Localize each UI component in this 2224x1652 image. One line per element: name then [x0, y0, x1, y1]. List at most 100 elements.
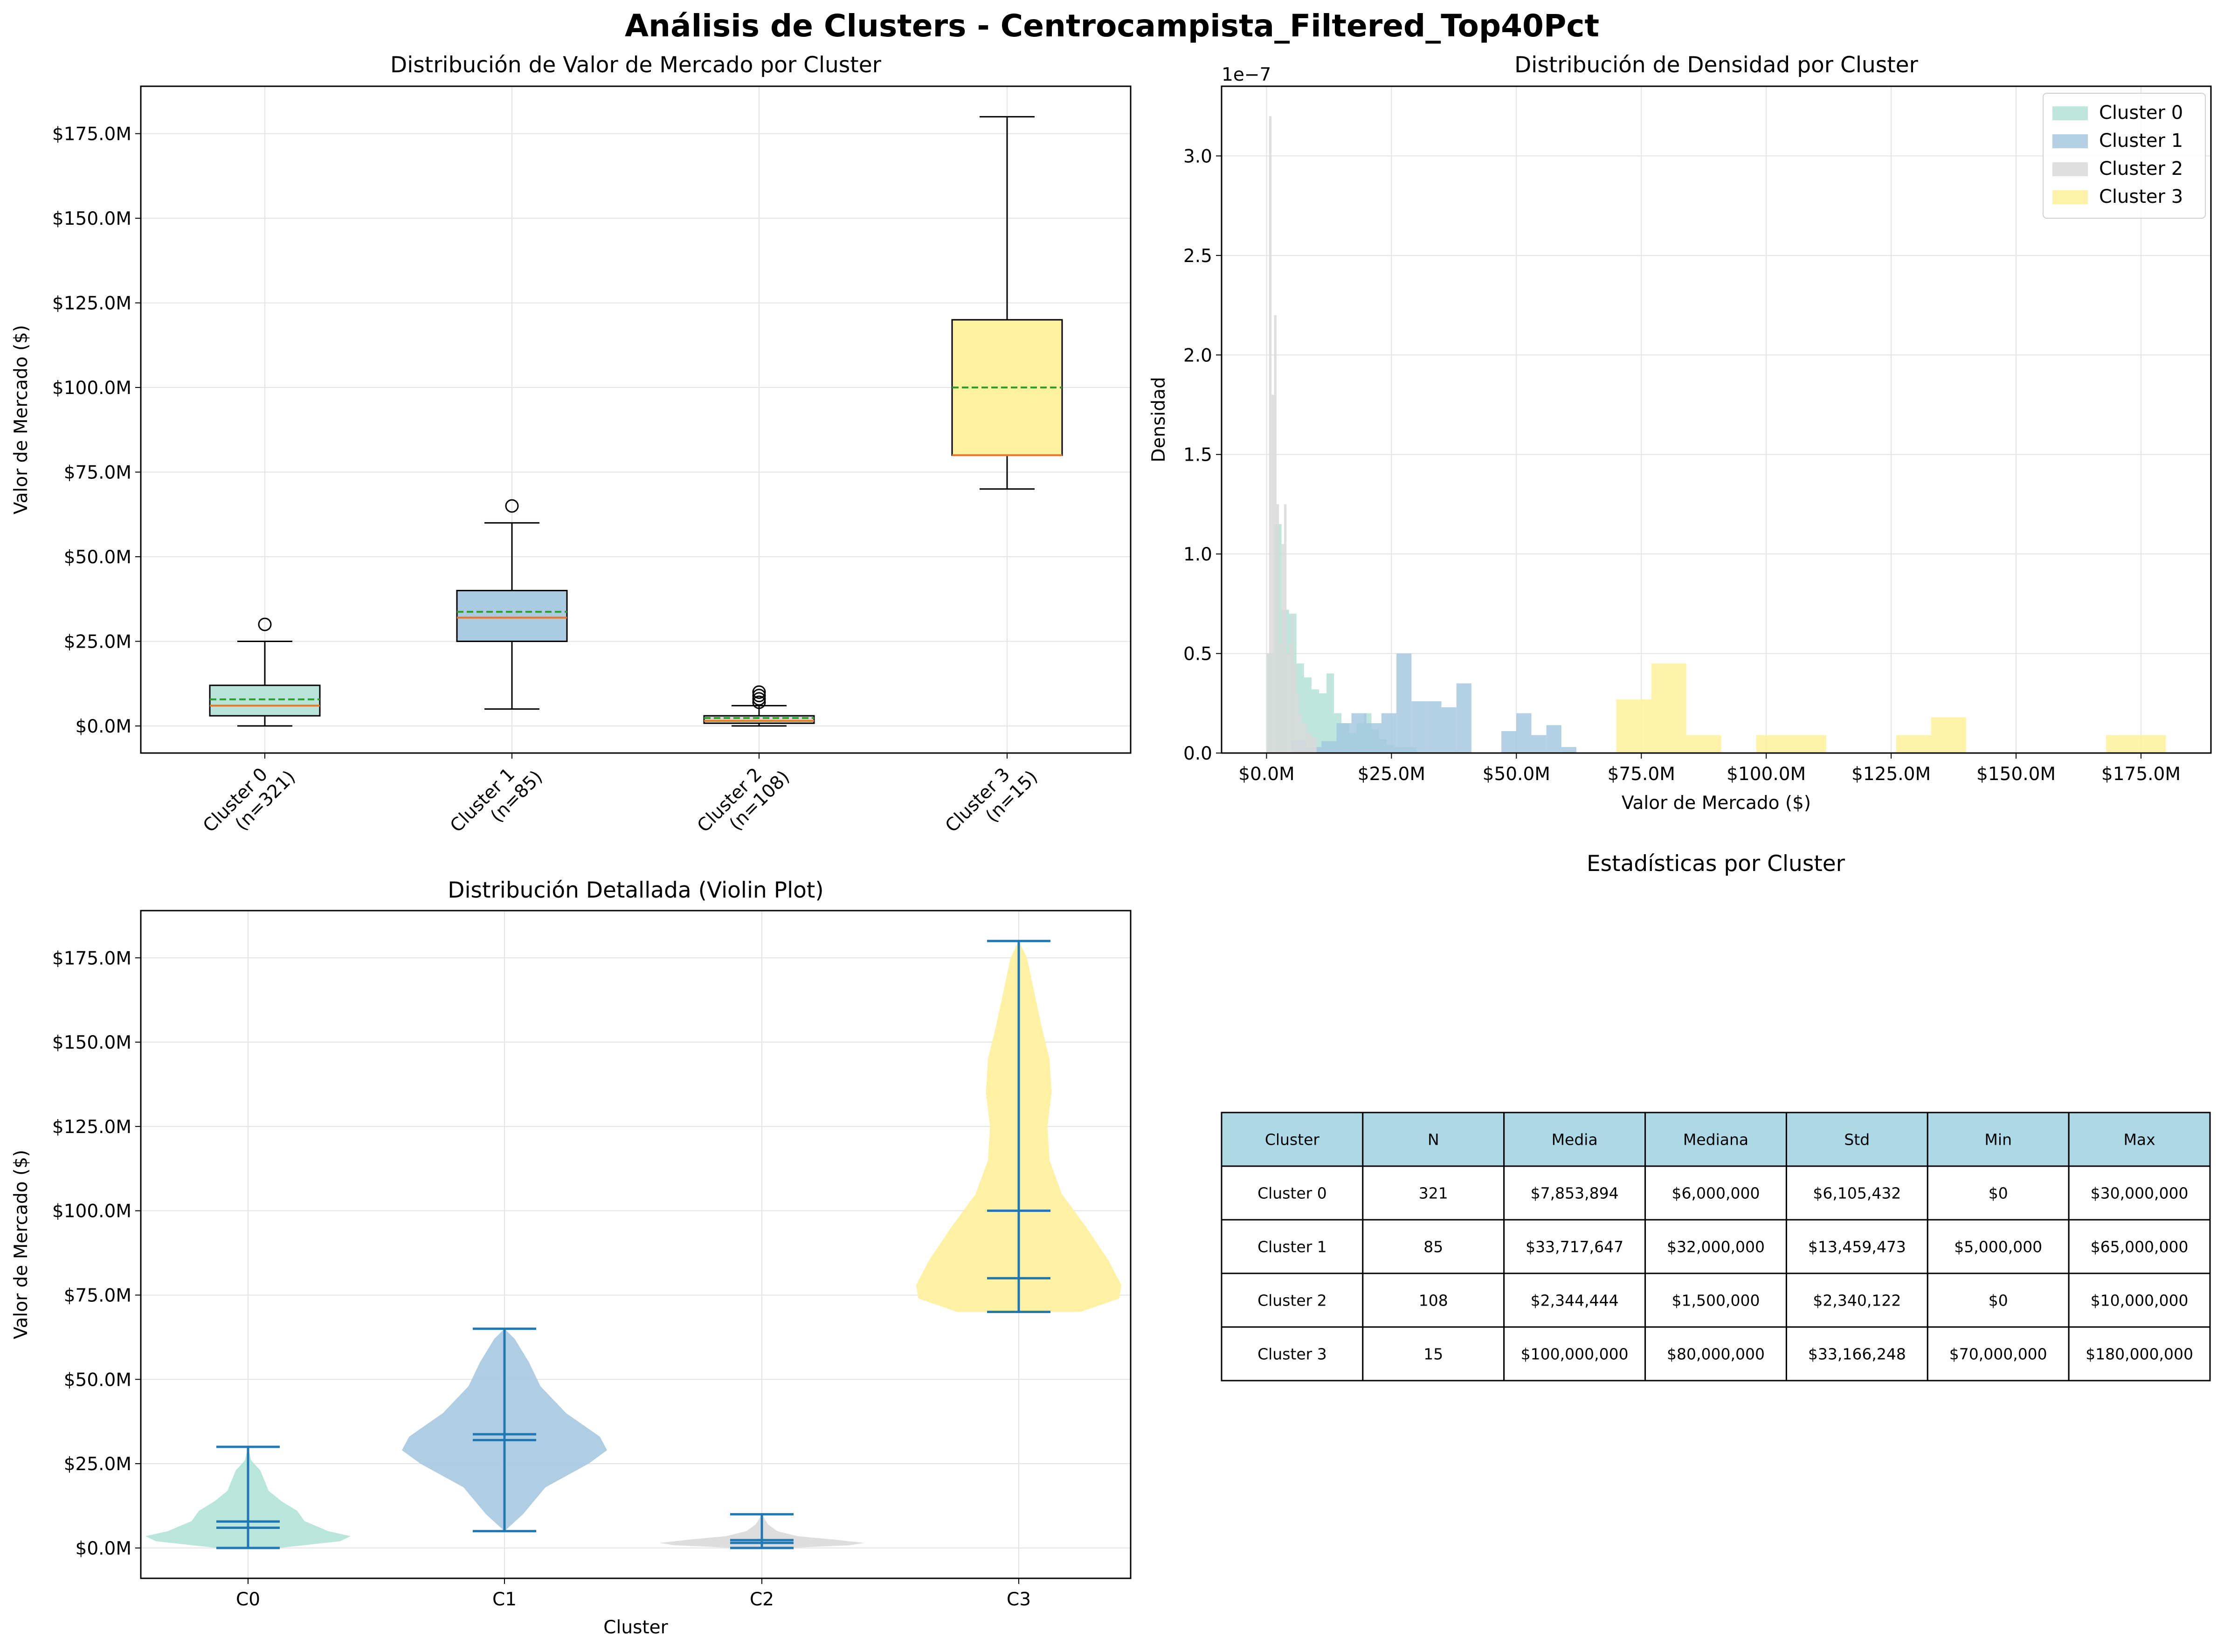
box-body	[703, 715, 815, 724]
table-cell-text: $0	[1989, 1292, 2008, 1310]
table-header-text: N	[1428, 1131, 1439, 1149]
table-cell	[1644, 1219, 1787, 1274]
hist-bar	[1301, 723, 1307, 753]
table-cell	[1503, 1165, 1646, 1221]
box-outlier	[752, 689, 766, 703]
table-cell	[1785, 1272, 1928, 1328]
table-cell-text: $30,000,000	[2091, 1184, 2189, 1203]
table-cell	[1927, 1326, 2070, 1382]
table-cell-text: $33,717,647	[1526, 1238, 1623, 1256]
box-outlier	[752, 685, 766, 699]
y-axis-label: Valor de Mercado ($)	[11, 325, 32, 514]
x-axis-label: Cluster	[603, 1617, 668, 1638]
table-cell	[1503, 1326, 1646, 1382]
y-tick-label: 1.0	[1183, 544, 1212, 565]
hist-bar	[1269, 116, 1272, 753]
x-axis-label: Valor de Mercado ($)	[1622, 793, 1811, 814]
table-cell	[1362, 1326, 1505, 1382]
y-tick-label: 2.0	[1183, 345, 1212, 366]
y-tick-label: $75.0M	[64, 463, 131, 484]
table-cell-text: Cluster 1	[1257, 1238, 1327, 1256]
y-tick-label: $75.0M	[64, 1285, 131, 1306]
hist-bar	[1546, 725, 1561, 753]
hist-bar	[1756, 735, 1791, 753]
table-cell	[1362, 1272, 1505, 1328]
y-tick-label: $50.0M	[64, 1369, 131, 1390]
y-tick-label: $100.0M	[52, 378, 131, 399]
panel-title: Distribución Detallada (Violin Plot)	[448, 878, 823, 903]
box-outlier	[752, 692, 766, 706]
table-cell-text: $65,000,000	[2091, 1238, 2189, 1256]
hist-bar	[1441, 707, 1457, 753]
table-cell-text: Cluster 3	[1257, 1345, 1327, 1363]
hist-bar	[1292, 614, 1294, 753]
table-cell-text: $33,166,248	[1808, 1345, 1906, 1363]
x-tick-label: $150.0M	[1976, 764, 2056, 785]
table-cell	[1221, 1165, 1364, 1221]
legend-label: Cluster 1	[2099, 130, 2183, 152]
box-body	[209, 684, 321, 717]
hist-bar	[1289, 643, 1292, 753]
table-cell-text: Cluster 0	[1257, 1184, 1327, 1203]
hist-bar	[1686, 735, 1721, 753]
table-header-cell	[1644, 1112, 1787, 1167]
violin-panel: Distribución Detallada (Violin Plot) $0.0…	[11, 878, 1132, 1638]
hist-bar	[1516, 713, 1532, 753]
hist-bar	[1896, 735, 1931, 753]
table-cell-text: 108	[1419, 1292, 1448, 1310]
table-header-text: Max	[2123, 1131, 2155, 1149]
table-cell-text: Cluster 2	[1257, 1292, 1327, 1310]
histogram-panel: Distribución de Densidad por Cluster $0.0…	[1148, 52, 2212, 814]
table-cell-text: $100,000,000	[1521, 1345, 1629, 1363]
y-tick-label: $175.0M	[52, 124, 131, 145]
table-cell	[1362, 1165, 1505, 1221]
table-cell	[1503, 1219, 1646, 1274]
table-cell-text: 15	[1423, 1345, 1443, 1363]
hist-bar	[1456, 683, 1471, 753]
table-header-text: Mediana	[1683, 1131, 1748, 1149]
x-tick-label: $25.0M	[1358, 764, 1425, 785]
y-offset-text: 1e−7	[1222, 64, 1271, 85]
table-header-text: Min	[1984, 1131, 2012, 1149]
hist-bar	[1311, 737, 1317, 753]
table-header-text: Cluster	[1265, 1131, 1320, 1149]
axes-frame	[140, 85, 1132, 754]
hist-bar	[1294, 663, 1297, 753]
hist-bar	[1281, 544, 1284, 753]
table-cell-text: $10,000,000	[2091, 1292, 2189, 1310]
table-header-cell	[2068, 1112, 2211, 1167]
hist-bar	[1319, 693, 1327, 753]
hist-bar	[1276, 504, 1279, 753]
table-header-text: Std	[1844, 1131, 1870, 1149]
y-tick-label: $100.0M	[52, 1201, 131, 1222]
stats-table-panel: Estadísticas por Cluster Cluster N Media Med…	[1221, 851, 2211, 1382]
x-tick-label: C1	[492, 1589, 517, 1610]
y-tick-label: $175.0M	[52, 948, 131, 969]
legend-swatch	[2052, 162, 2088, 176]
table-cell	[1927, 1219, 2070, 1274]
hist-bar	[1411, 701, 1427, 753]
x-tick-label: C2	[750, 1589, 774, 1610]
hist-bar	[1279, 643, 1282, 753]
hist-bar	[2141, 735, 2166, 753]
table-cell	[2068, 1219, 2211, 1274]
axes-frame	[1221, 85, 2212, 754]
table-cell	[1221, 1326, 1364, 1382]
table-cell-text: $7,853,894	[1531, 1184, 1619, 1203]
hist-bar	[1501, 731, 1517, 753]
hist-bar	[1651, 663, 1686, 753]
hist-bar	[1296, 693, 1299, 753]
table-cell	[2068, 1272, 2211, 1328]
y-tick-label: $25.0M	[64, 1454, 131, 1475]
table-cell-text: $80,000,000	[1667, 1345, 1765, 1363]
x-tick-label: $0.0M	[1238, 764, 1295, 785]
table-cell-text: $2,344,444	[1531, 1292, 1619, 1310]
table-cell-text: 85	[1423, 1238, 1443, 1256]
table-cell	[1785, 1219, 1928, 1274]
hist-bar	[2106, 735, 2141, 753]
legend-label: Cluster 3	[2099, 186, 2183, 207]
hist-bar	[1396, 653, 1412, 753]
y-axis-label: Valor de Mercado ($)	[11, 1150, 32, 1339]
legend-swatch	[2052, 134, 2088, 148]
